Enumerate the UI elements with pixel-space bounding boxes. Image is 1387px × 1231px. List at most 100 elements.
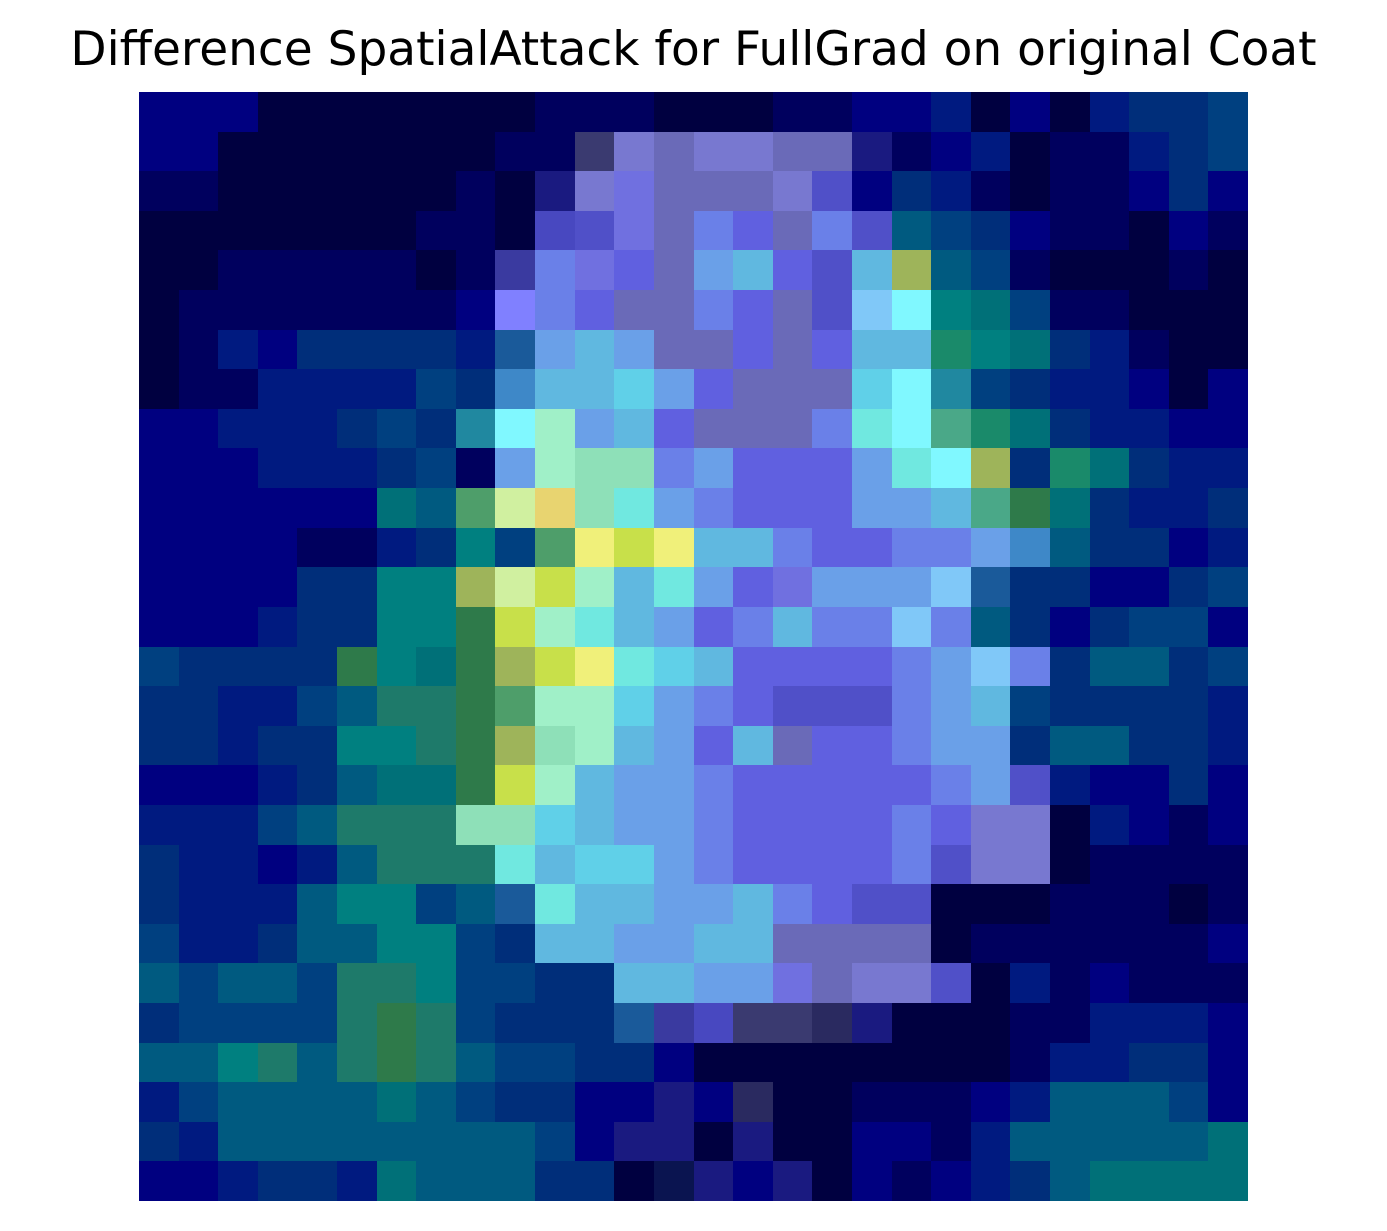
heatmap-cell (733, 686, 773, 726)
heatmap-cell (654, 924, 694, 963)
heatmap-cell (1208, 211, 1248, 250)
heatmap-cell (1169, 726, 1208, 765)
heatmap-cell (575, 132, 614, 171)
heatmap-cell (654, 963, 694, 1003)
heatmap-cell (694, 369, 733, 409)
heatmap-cell (812, 488, 852, 528)
heatmap-cell (654, 211, 694, 250)
heatmap-cell (694, 1122, 733, 1161)
heatmap-cell (1129, 884, 1169, 924)
heatmap-cell (416, 765, 456, 805)
heatmap-cell (1010, 409, 1050, 448)
heatmap-cell (614, 290, 654, 330)
heatmap-cell (139, 1003, 179, 1043)
heatmap-cell (694, 1161, 733, 1201)
heatmap-cell (971, 1122, 1010, 1161)
heatmap-cell (1090, 805, 1129, 845)
heatmap-cell (733, 1082, 773, 1122)
heatmap-cell (495, 726, 535, 765)
heatmap-cell (258, 330, 297, 369)
heatmap-cell (773, 1043, 812, 1082)
heatmap-cell (337, 845, 377, 884)
heatmap-cell (931, 963, 971, 1003)
heatmap-cell (971, 1043, 1010, 1082)
heatmap-cell (1169, 1003, 1208, 1043)
heatmap-cell (416, 330, 456, 369)
heatmap-cell (377, 845, 416, 884)
heatmap-cell (892, 607, 931, 647)
heatmap-cell (1129, 1082, 1169, 1122)
heatmap-cell (337, 884, 377, 924)
heatmap-cell (614, 686, 654, 726)
heatmap-cell (535, 409, 575, 448)
heatmap-cell (812, 369, 852, 409)
heatmap-cell (377, 250, 416, 290)
heatmap-cell (139, 726, 179, 765)
heatmap-cell (852, 448, 892, 488)
heatmap-cell (1169, 884, 1208, 924)
heatmap-cell (139, 963, 179, 1003)
heatmap-cell (892, 132, 931, 171)
heatmap-cell (1010, 448, 1050, 488)
heatmap-cell (1050, 132, 1090, 171)
heatmap-cell (297, 884, 337, 924)
heatmap-cell (297, 369, 337, 409)
heatmap-cell (535, 290, 575, 330)
heatmap-cell (931, 607, 971, 647)
heatmap-cell (377, 92, 416, 132)
heatmap-cell (733, 647, 773, 686)
heatmap-cell (733, 250, 773, 290)
heatmap-cell (654, 1082, 694, 1122)
heatmap-cell (139, 1161, 179, 1201)
heatmap-cell (1050, 765, 1090, 805)
heatmap-cell (1050, 805, 1090, 845)
heatmap-cell (575, 250, 614, 290)
heatmap-cell (931, 765, 971, 805)
heatmap-cell (1010, 1043, 1050, 1082)
heatmap-cell (337, 567, 377, 607)
heatmap-cell (1208, 528, 1248, 567)
heatmap-cell (179, 765, 218, 805)
heatmap-cell (1129, 1003, 1169, 1043)
heatmap-cell (654, 805, 694, 845)
heatmap-cell (258, 132, 297, 171)
heatmap-cell (179, 92, 218, 132)
heatmap-cell (1050, 1161, 1090, 1201)
heatmap-cell (773, 1161, 812, 1201)
heatmap-cell (258, 488, 297, 528)
heatmap-cell (931, 409, 971, 448)
heatmap-cell (416, 369, 456, 409)
heatmap-cell (456, 567, 495, 607)
heatmap-cell (297, 1043, 337, 1082)
heatmap-cell (1050, 1082, 1090, 1122)
heatmap-cell (139, 211, 179, 250)
heatmap-cell (218, 92, 258, 132)
heatmap-cell (495, 250, 535, 290)
heatmap-cell (535, 1161, 575, 1201)
heatmap-cell (218, 963, 258, 1003)
heatmap-cell (416, 924, 456, 963)
heatmap-cell (852, 726, 892, 765)
heatmap-cell (258, 290, 297, 330)
heatmap-cell (258, 686, 297, 726)
heatmap-cell (694, 607, 733, 647)
heatmap-cell (614, 448, 654, 488)
chart-title: Difference SpatialAttack for FullGrad on… (70, 22, 1317, 77)
heatmap-cell (1208, 567, 1248, 607)
heatmap-cell (812, 1003, 852, 1043)
heatmap-cell (1169, 488, 1208, 528)
heatmap-cell (694, 924, 733, 963)
heatmap-cell (614, 409, 654, 448)
heatmap-cell (1129, 528, 1169, 567)
heatmap-cell (1129, 963, 1169, 1003)
heatmap-cell (575, 409, 614, 448)
heatmap-cell (456, 765, 495, 805)
heatmap-cell (495, 1043, 535, 1082)
heatmap-cell (931, 488, 971, 528)
heatmap-cell (218, 607, 258, 647)
heatmap-cell (1010, 1082, 1050, 1122)
heatmap-cell (654, 488, 694, 528)
heatmap-cell (1050, 171, 1090, 211)
heatmap-cell (852, 290, 892, 330)
heatmap-cell (971, 409, 1010, 448)
